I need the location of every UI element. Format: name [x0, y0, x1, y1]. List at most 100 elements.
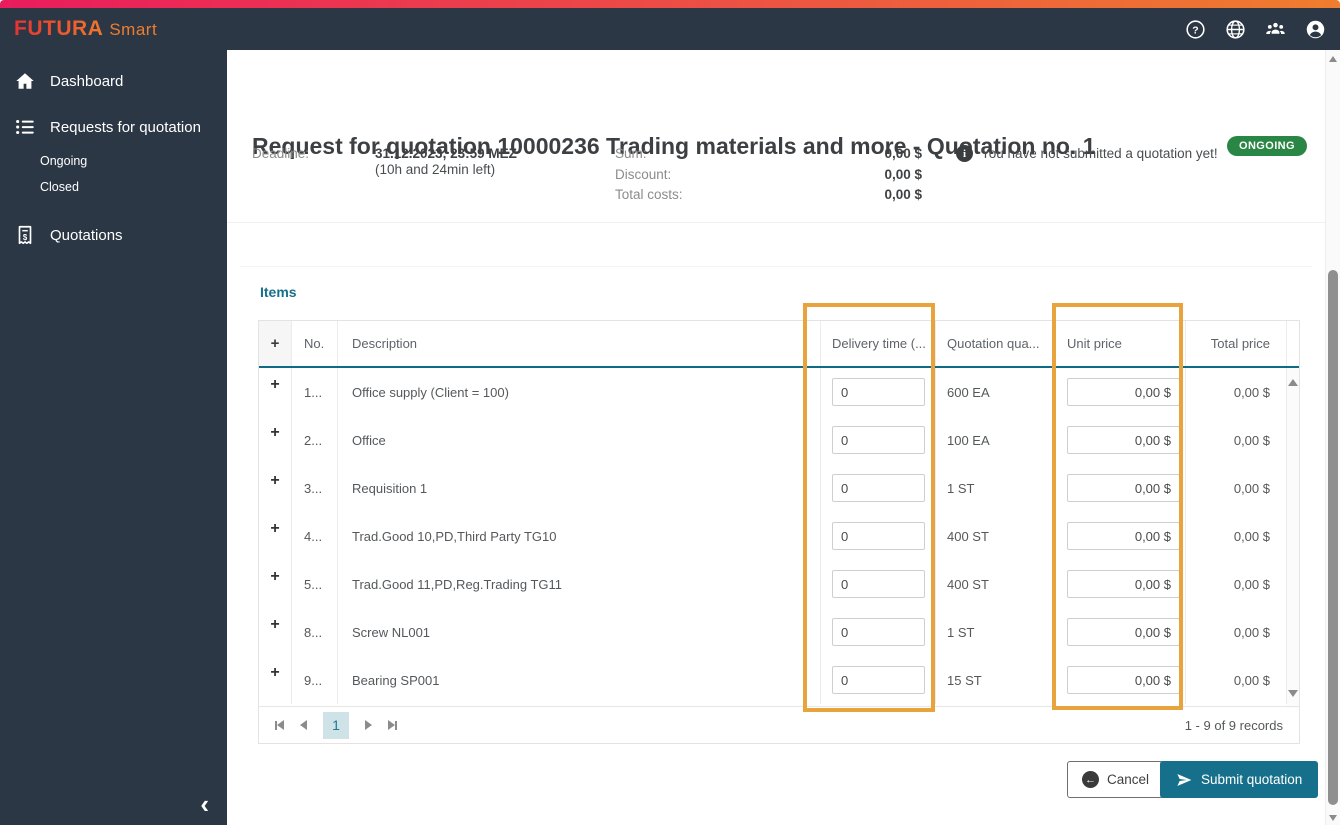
- row-no: 8...: [292, 608, 338, 656]
- delivery-time-input[interactable]: [832, 618, 925, 646]
- items-heading: Items: [260, 284, 297, 300]
- sidebar-item-quotations[interactable]: $ Quotations: [0, 214, 227, 256]
- expand-row-button[interactable]: +: [259, 368, 292, 416]
- users-group-icon[interactable]: [1264, 18, 1286, 40]
- svg-text:?: ?: [1192, 24, 1198, 36]
- info-message: i You have not submitted a quotation yet…: [956, 145, 1218, 162]
- table-row: + 9... Bearing SP001 15 ST 0,00 $: [259, 656, 1299, 704]
- row-no: 1...: [292, 368, 338, 416]
- table-scrollbar[interactable]: [1287, 368, 1299, 708]
- submit-quotation-button[interactable]: Submit quotation: [1160, 761, 1319, 798]
- main-content: Request for quotation 10000236 Trading m…: [227, 50, 1325, 825]
- expand-row-button[interactable]: +: [259, 464, 292, 512]
- column-header-no[interactable]: No.: [292, 321, 338, 366]
- sum-value: 0,00 $: [884, 146, 922, 161]
- delivery-time-input[interactable]: [832, 378, 925, 406]
- row-quantity: 100 EA: [936, 416, 1056, 464]
- list-icon: [14, 116, 36, 138]
- pagination-bar: 1 1 - 9 of 9 records: [259, 706, 1299, 743]
- account-icon[interactable]: [1304, 18, 1326, 40]
- sidebar-item-label: Dashboard: [50, 72, 124, 90]
- language-globe-icon[interactable]: [1224, 18, 1246, 40]
- discount-label: Discount:: [615, 167, 672, 182]
- current-page-button[interactable]: 1: [323, 711, 349, 739]
- top-gradient-bar: [0, 0, 1340, 8]
- column-header-description[interactable]: Description: [338, 321, 821, 366]
- quotation-document-icon: $: [14, 224, 36, 246]
- row-description: Bearing SP001: [338, 656, 821, 704]
- sidebar-item-closed[interactable]: Closed: [40, 180, 79, 194]
- column-header-unit-price[interactable]: Unit price: [1056, 321, 1186, 366]
- scrollbar-thumb[interactable]: [1328, 270, 1338, 805]
- brand-name: FUTURA: [14, 17, 104, 40]
- column-header-quotation-quantity[interactable]: Quotation qua...: [936, 321, 1056, 366]
- previous-page-button[interactable]: [300, 715, 307, 735]
- row-quantity: 400 ST: [936, 512, 1056, 560]
- table-row: + 3... Requisition 1 1 ST 0,00 $: [259, 464, 1299, 512]
- scroll-up-icon[interactable]: [1288, 379, 1298, 386]
- cancel-button[interactable]: ← Cancel: [1067, 761, 1165, 798]
- expand-row-button[interactable]: +: [259, 560, 292, 608]
- total-costs-label: Total costs:: [615, 187, 683, 202]
- table-row: + 5... Trad.Good 11,PD,Reg.Trading TG11 …: [259, 560, 1299, 608]
- sidebar-item-dashboard[interactable]: Dashboard: [0, 60, 227, 102]
- expand-row-button[interactable]: +: [259, 512, 292, 560]
- svg-text:$: $: [23, 233, 28, 242]
- next-page-button[interactable]: [365, 715, 372, 735]
- info-text: You have not submitted a quotation yet!: [981, 146, 1218, 161]
- delivery-time-input[interactable]: [832, 522, 925, 550]
- unit-price-input[interactable]: [1067, 666, 1180, 694]
- row-description: Office supply (Client = 100): [338, 368, 821, 416]
- sidebar: Dashboard Requests for quotation Ongoing…: [0, 50, 227, 825]
- expand-row-button[interactable]: +: [259, 608, 292, 656]
- table-header-row: + No. Description Delivery time (... Quo…: [259, 321, 1299, 368]
- row-total-price: 0,00 $: [1186, 512, 1287, 560]
- delivery-time-input[interactable]: [832, 570, 925, 598]
- column-header-delivery-time[interactable]: Delivery time (...: [821, 321, 936, 366]
- unit-price-input[interactable]: [1067, 474, 1180, 502]
- row-quantity: 15 ST: [936, 656, 1056, 704]
- delivery-time-input[interactable]: [832, 474, 925, 502]
- table-body: + 1... Office supply (Client = 100) 600 …: [259, 368, 1299, 704]
- row-description: Requisition 1: [338, 464, 821, 512]
- sidebar-item-ongoing[interactable]: Ongoing: [40, 154, 88, 168]
- row-total-price: 0,00 $: [1186, 608, 1287, 656]
- row-quantity: 400 ST: [936, 560, 1056, 608]
- unit-price-input[interactable]: [1067, 570, 1180, 598]
- page-scrollbar[interactable]: [1325, 50, 1340, 825]
- last-page-button[interactable]: [388, 715, 397, 735]
- expand-row-button[interactable]: +: [259, 416, 292, 464]
- delivery-time-input[interactable]: [832, 426, 925, 454]
- row-total-price: 0,00 $: [1186, 560, 1287, 608]
- unit-price-input[interactable]: [1067, 378, 1180, 406]
- scroll-up-icon[interactable]: [1329, 56, 1337, 62]
- page-title: Request for quotation 10000236 Trading m…: [252, 133, 1096, 159]
- first-page-button[interactable]: [275, 715, 284, 735]
- delivery-time-input[interactable]: [832, 666, 925, 694]
- row-quantity: 600 EA: [936, 368, 1056, 416]
- row-description: Office: [338, 416, 821, 464]
- scroll-down-icon[interactable]: [1329, 815, 1337, 821]
- divider: [227, 222, 1325, 223]
- row-total-price: 0,00 $: [1186, 464, 1287, 512]
- table-row: + 8... Screw NL001 1 ST 0,00 $: [259, 608, 1299, 656]
- records-count: 1 - 9 of 9 records: [1184, 717, 1283, 733]
- deadline-value: 31.12.2023, 23:59 MEZ: [375, 146, 517, 161]
- app-bar: FUTURA Smart ?: [0, 8, 1340, 50]
- unit-price-input[interactable]: [1067, 618, 1180, 646]
- expand-all-button[interactable]: +: [259, 321, 292, 366]
- table-row: + 1... Office supply (Client = 100) 600 …: [259, 368, 1299, 416]
- expand-row-button[interactable]: +: [259, 656, 292, 704]
- deadline-remaining: (10h and 24min left): [375, 162, 496, 177]
- unit-price-input[interactable]: [1067, 426, 1180, 454]
- sidebar-collapse-chevron[interactable]: ‹: [200, 789, 209, 819]
- unit-price-input[interactable]: [1067, 522, 1180, 550]
- send-icon: [1176, 772, 1192, 788]
- help-icon[interactable]: ?: [1184, 18, 1206, 40]
- scroll-down-icon[interactable]: [1288, 690, 1298, 697]
- sidebar-item-requests-for-quotation[interactable]: Requests for quotation: [0, 106, 227, 148]
- table-row: + 2... Office 100 EA 0,00 $: [259, 416, 1299, 464]
- column-header-total-price[interactable]: Total price: [1186, 321, 1287, 366]
- sum-label: Sum:: [615, 146, 647, 161]
- items-table: + No. Description Delivery time (... Quo…: [258, 320, 1300, 744]
